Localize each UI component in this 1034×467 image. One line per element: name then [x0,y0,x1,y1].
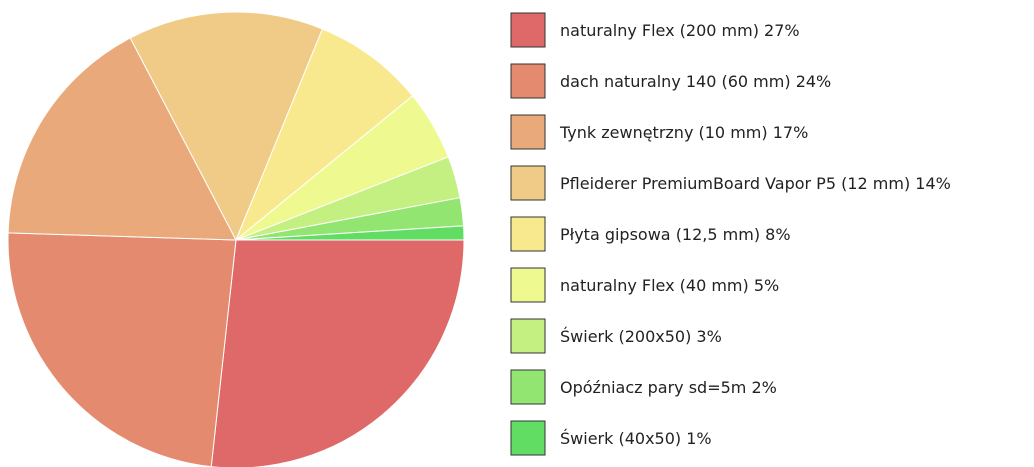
legend-label: Świerk (40x50) 1% [560,429,712,448]
pie-slice [235,225,465,241]
legend-label: Opóźniacz pary sd=5m 2% [560,378,777,397]
legend-swatch [510,12,546,48]
legend-value: 3% [696,327,721,346]
legend-name: Płyta gipsowa (12,5 mm) [560,225,760,244]
legend-label: Tynk zewnętrzny (10 mm) 17% [559,123,808,142]
legend-value: 1% [686,429,711,448]
pie-slice [210,239,465,467]
legend-value: 14% [915,174,951,193]
legend-value: 17% [773,123,809,142]
pie-slice [7,37,237,241]
legend-label: Płyta gipsowa (12,5 mm) 8% [560,225,791,244]
legend-name: Świerk (200x50) [560,327,691,346]
pie-slice [235,28,414,241]
legend-value: 8% [765,225,790,244]
legend-name: Pfleiderer PremiumBoard Vapor P5 (12 mm) [560,174,910,193]
legend-value: 2% [751,378,776,397]
legend-label: Świerk (200x50) 3% [560,327,722,346]
legend-value: 5% [754,276,779,295]
legend-name: naturalny Flex (40 mm) [560,276,749,295]
legend-swatch [510,420,546,456]
legend-value: 24% [796,72,832,91]
legend-swatch [510,216,546,252]
legend-name: Opóźniacz pary sd=5m [560,378,746,397]
legend-swatch [510,63,546,99]
legend-swatch [510,114,546,150]
legend-swatch [510,369,546,405]
legend-swatch [510,165,546,201]
legend-swatch [510,267,546,303]
legend-name: Tynk zewnętrzny (10 mm) [559,123,768,142]
legend-label: Pfleiderer PremiumBoard Vapor P5 (12 mm)… [560,174,951,193]
legend-value: 27% [764,21,800,40]
legend-name: dach naturalny 140 (60 mm) [560,72,791,91]
legend-name: Świerk (40x50) [560,429,681,448]
legend-swatch [510,318,546,354]
legend-label: naturalny Flex (40 mm) 5% [560,276,779,295]
pie-slice [7,232,237,467]
legend-label: naturalny Flex (200 mm) 27% [560,21,800,40]
pie-slice [129,11,324,242]
legend-label: dach naturalny 140 (60 mm) 24% [560,72,831,91]
legend-name: naturalny Flex (200 mm) [560,21,759,40]
